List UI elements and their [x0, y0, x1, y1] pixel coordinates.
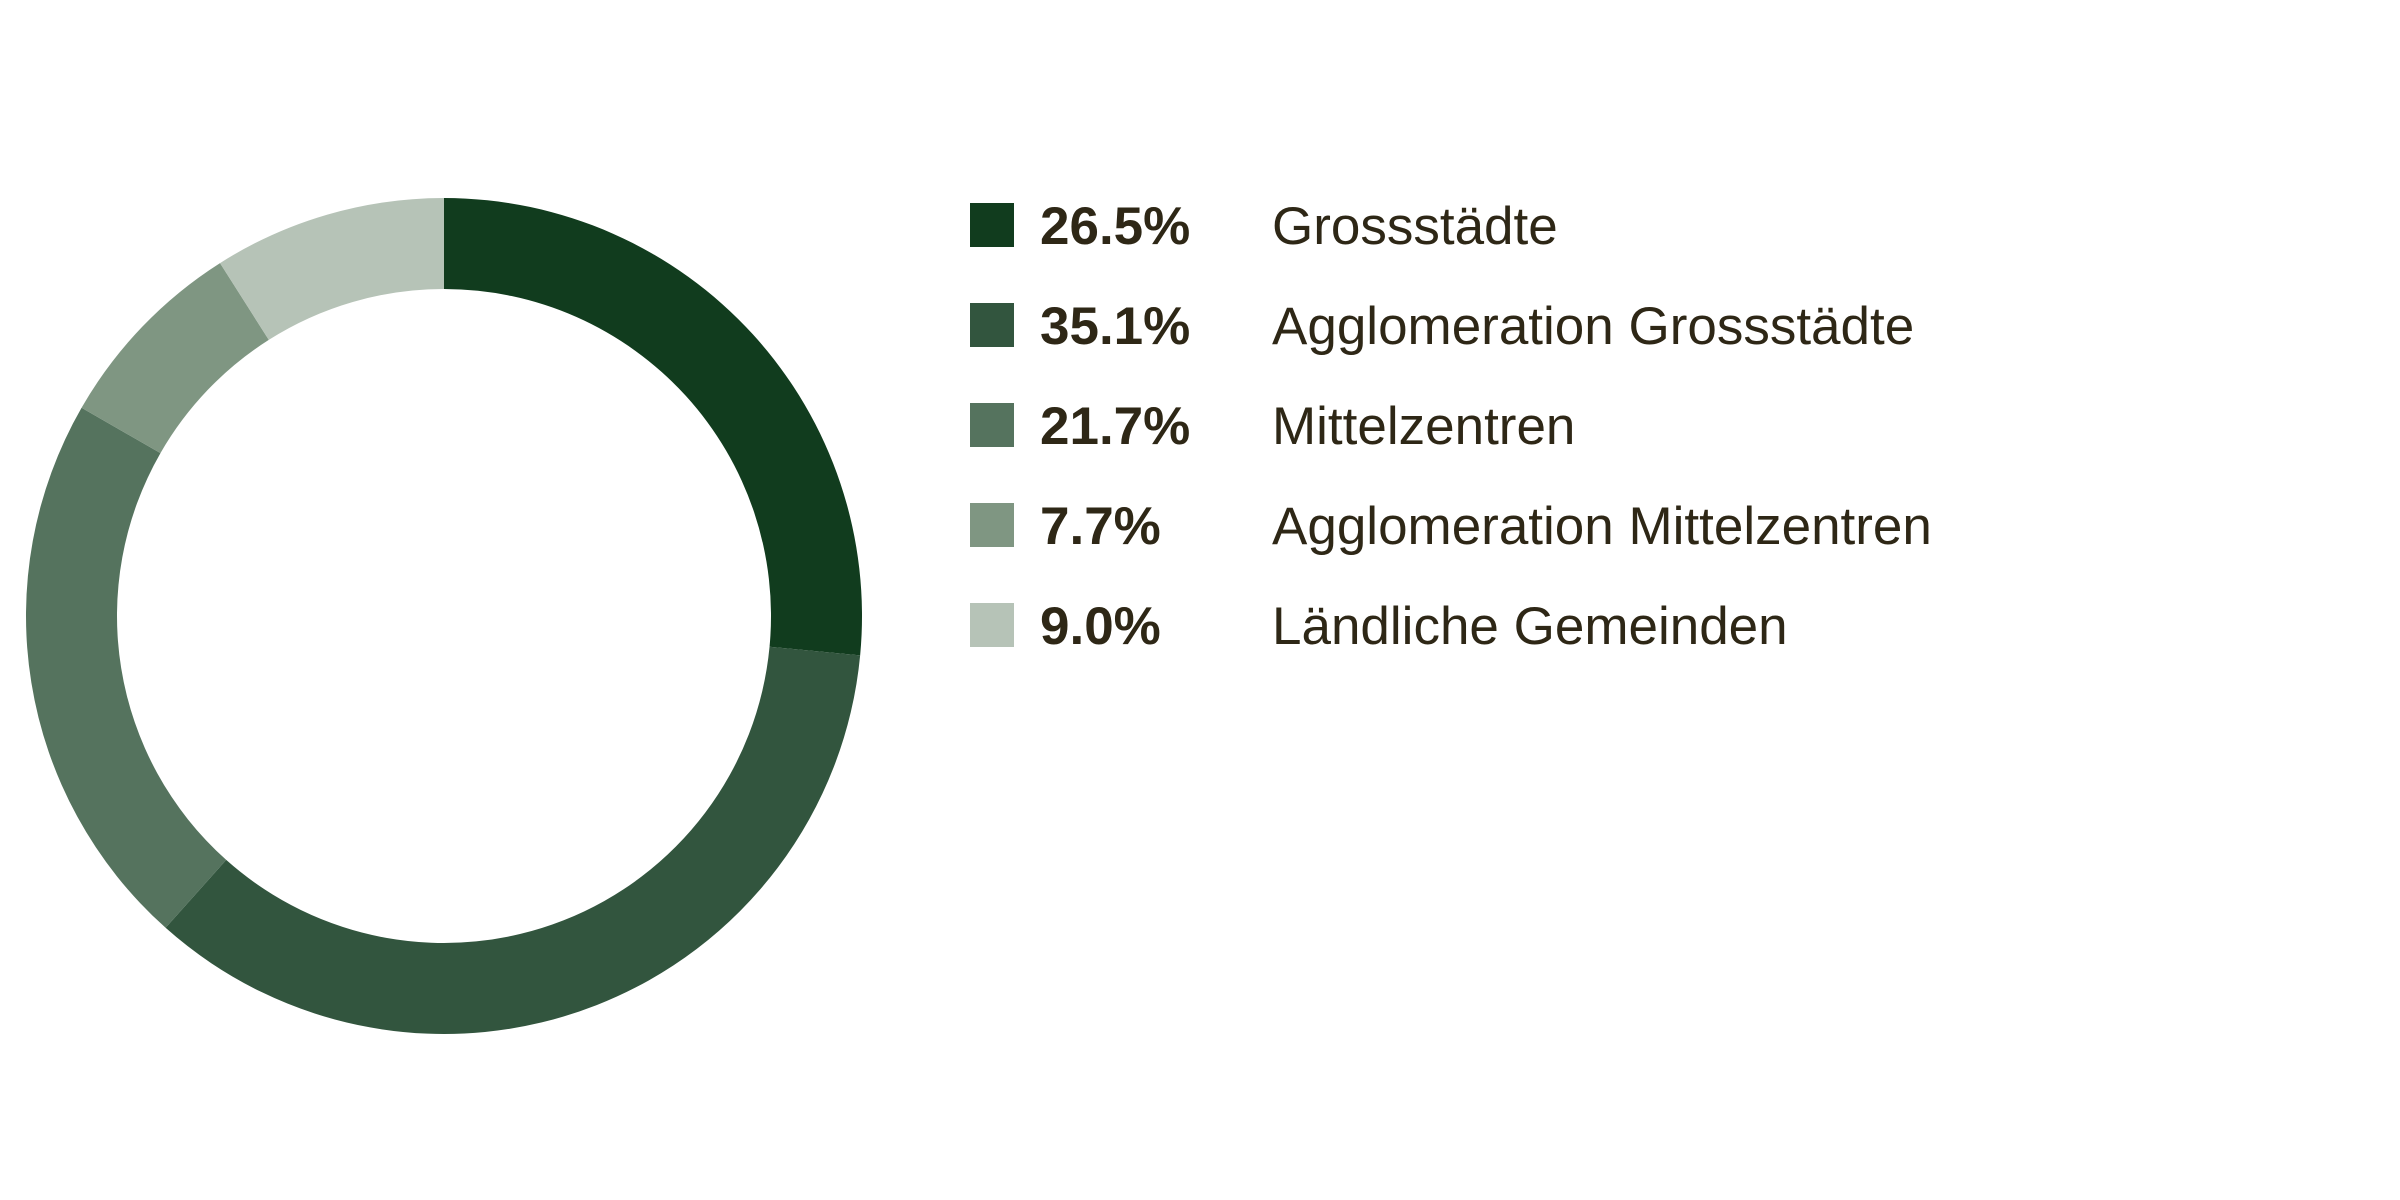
legend-swatch [970, 403, 1014, 447]
donut-slice [81, 263, 269, 454]
legend-label: Grossstädte [1272, 197, 1558, 256]
legend-value: 26.5% [1040, 197, 1190, 256]
donut-slice [165, 646, 861, 1034]
legend-swatch [970, 203, 1014, 247]
legend-value: 7.7% [1040, 497, 1161, 556]
legend-swatch [970, 503, 1014, 547]
legend-value: 21.7% [1040, 397, 1190, 456]
donut-slice [444, 198, 862, 656]
legend-value: 35.1% [1040, 297, 1190, 356]
donut-slice [220, 198, 444, 340]
legend-label: Agglomeration Mittelzentren [1272, 497, 1932, 556]
legend: 26.5% Grossstädte 35.1% Agglomeration Gross… [970, 197, 1932, 656]
legend-label: Agglomeration Grossstädte [1272, 297, 1914, 356]
legend-label: Ländliche Gemeinden [1272, 597, 1788, 656]
legend-swatch [970, 603, 1014, 647]
legend-label: Mittelzentren [1272, 397, 1575, 456]
donut-slices [25, 198, 862, 1034]
legend-swatch [970, 303, 1014, 347]
donut-slice [25, 407, 227, 928]
legend-value: 9.0% [1040, 597, 1161, 656]
